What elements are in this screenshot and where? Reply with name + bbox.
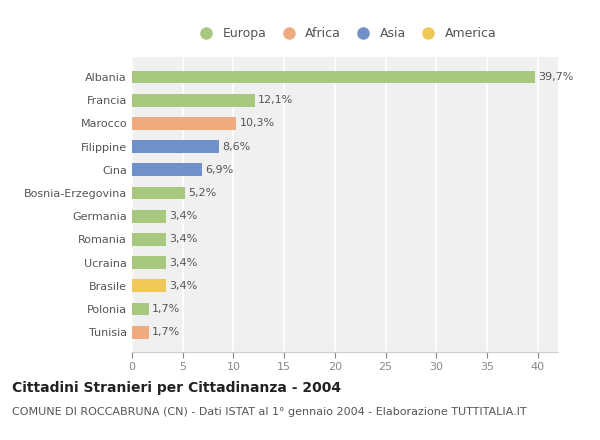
Text: 10,3%: 10,3% [239, 118, 275, 128]
Bar [132, 163, 202, 176]
Bar [132, 303, 149, 315]
Bar [132, 117, 236, 130]
Bar [132, 187, 185, 199]
Bar [132, 140, 219, 153]
Bar [132, 70, 535, 83]
Text: 12,1%: 12,1% [258, 95, 293, 105]
Text: 6,9%: 6,9% [205, 165, 233, 175]
Text: 3,4%: 3,4% [170, 235, 198, 244]
Legend: Europa, Africa, Asia, America: Europa, Africa, Asia, America [188, 22, 502, 45]
Text: 3,4%: 3,4% [170, 257, 198, 268]
Bar [132, 279, 166, 292]
Text: 8,6%: 8,6% [222, 142, 251, 152]
Bar [132, 233, 166, 246]
Bar [132, 326, 149, 339]
Text: Cittadini Stranieri per Cittadinanza - 2004: Cittadini Stranieri per Cittadinanza - 2… [12, 381, 341, 395]
Text: 39,7%: 39,7% [538, 72, 573, 82]
Text: 3,4%: 3,4% [170, 281, 198, 291]
Text: 1,7%: 1,7% [152, 327, 181, 337]
Bar [132, 256, 166, 269]
Text: COMUNE DI ROCCABRUNA (CN) - Dati ISTAT al 1° gennaio 2004 - Elaborazione TUTTITA: COMUNE DI ROCCABRUNA (CN) - Dati ISTAT a… [12, 407, 527, 417]
Text: 1,7%: 1,7% [152, 304, 181, 314]
Text: 5,2%: 5,2% [188, 188, 216, 198]
Bar [132, 94, 255, 106]
Bar [132, 210, 166, 223]
Text: 3,4%: 3,4% [170, 211, 198, 221]
